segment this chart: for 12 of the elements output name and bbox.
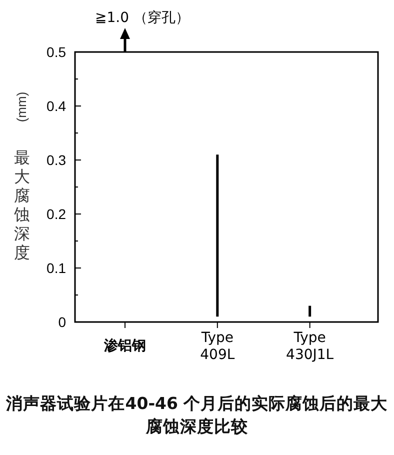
x-tick-label: 渗铝钢	[102, 338, 146, 354]
text: 消声器试验片在40-46 个月后的实际腐蚀后的最大腐蚀深度比较	[5, 393, 389, 438]
x-tick-label: Type 430J1L	[286, 330, 334, 363]
y-tick-label: 0.2	[46, 206, 66, 222]
y-tick-label: 0.3	[46, 152, 66, 168]
x-tick-label: Type 409L	[200, 330, 235, 363]
y-tick-label: 0	[58, 314, 66, 330]
y-tick-label: 0.4	[46, 98, 66, 114]
text: (mm)最大腐蚀深度	[14, 92, 30, 262]
text: ≧1.0 （穿孔）	[94, 10, 190, 26]
y-tick-label: 0.5	[46, 44, 66, 60]
y-tick-label: 0.1	[46, 260, 66, 276]
